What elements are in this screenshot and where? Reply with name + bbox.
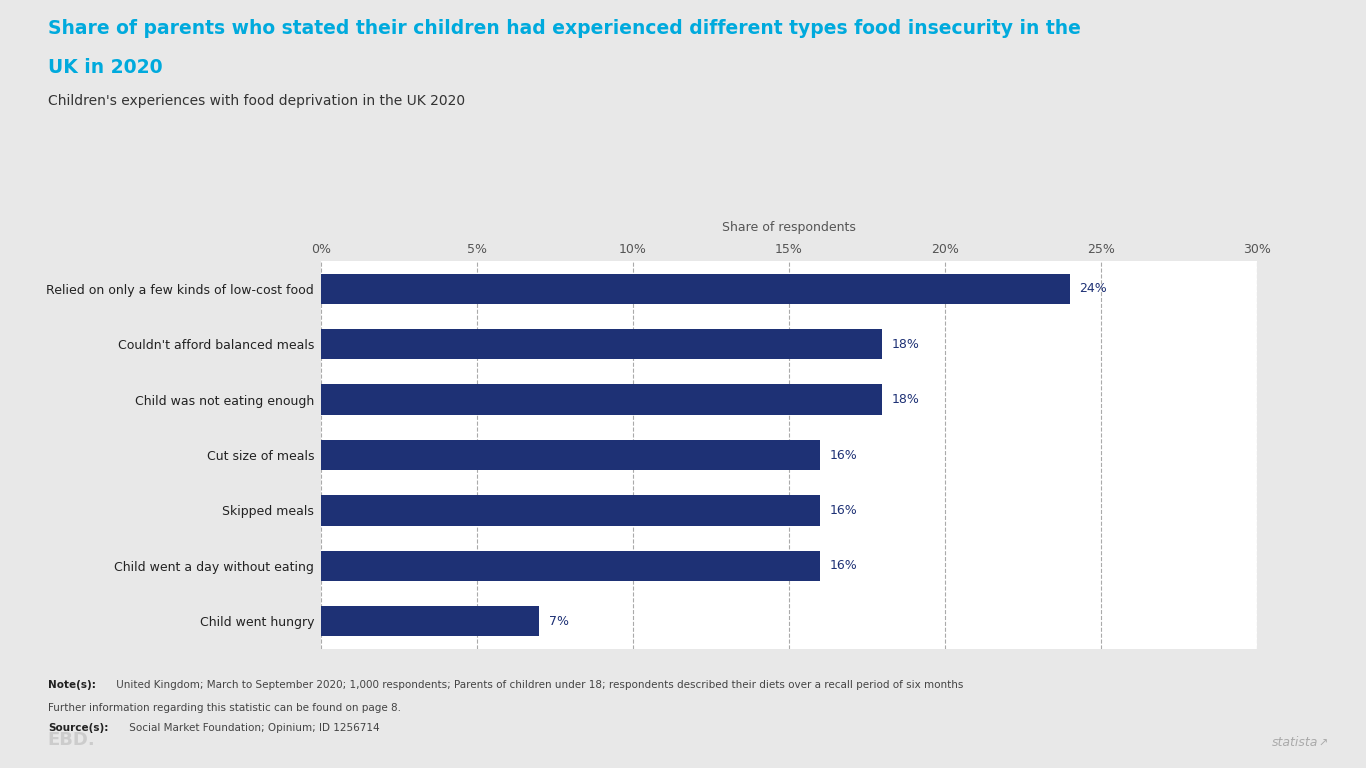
Bar xyxy=(321,495,820,525)
Text: 16%: 16% xyxy=(829,504,856,517)
Text: 18%: 18% xyxy=(892,338,919,351)
Text: 24%: 24% xyxy=(1079,283,1106,296)
Text: Note(s):: Note(s): xyxy=(48,680,96,690)
Text: EBD.: EBD. xyxy=(48,731,96,749)
Bar xyxy=(321,440,820,470)
Bar xyxy=(321,329,882,359)
Text: 16%: 16% xyxy=(829,449,856,462)
Bar xyxy=(321,551,820,581)
Text: Children's experiences with food deprivation in the UK 2020: Children's experiences with food depriva… xyxy=(48,94,464,108)
Text: 18%: 18% xyxy=(892,393,919,406)
X-axis label: Share of respondents: Share of respondents xyxy=(721,221,856,234)
Text: 7%: 7% xyxy=(549,614,568,627)
Text: statista: statista xyxy=(1272,736,1318,749)
Text: ↗: ↗ xyxy=(1318,739,1328,749)
Bar xyxy=(321,273,1070,304)
Text: Share of parents who stated their children had experienced different types food : Share of parents who stated their childr… xyxy=(48,19,1081,38)
Text: Further information regarding this statistic can be found on page 8.: Further information regarding this stati… xyxy=(48,703,400,713)
Bar xyxy=(321,606,540,637)
Text: UK in 2020: UK in 2020 xyxy=(48,58,163,77)
Text: United Kingdom; March to September 2020; 1,000 respondents; Parents of children : United Kingdom; March to September 2020;… xyxy=(113,680,964,690)
Bar xyxy=(321,385,882,415)
Text: Social Market Foundation; Opinium; ID 1256714: Social Market Foundation; Opinium; ID 12… xyxy=(126,723,380,733)
Text: Source(s):: Source(s): xyxy=(48,723,108,733)
Text: 16%: 16% xyxy=(829,559,856,572)
